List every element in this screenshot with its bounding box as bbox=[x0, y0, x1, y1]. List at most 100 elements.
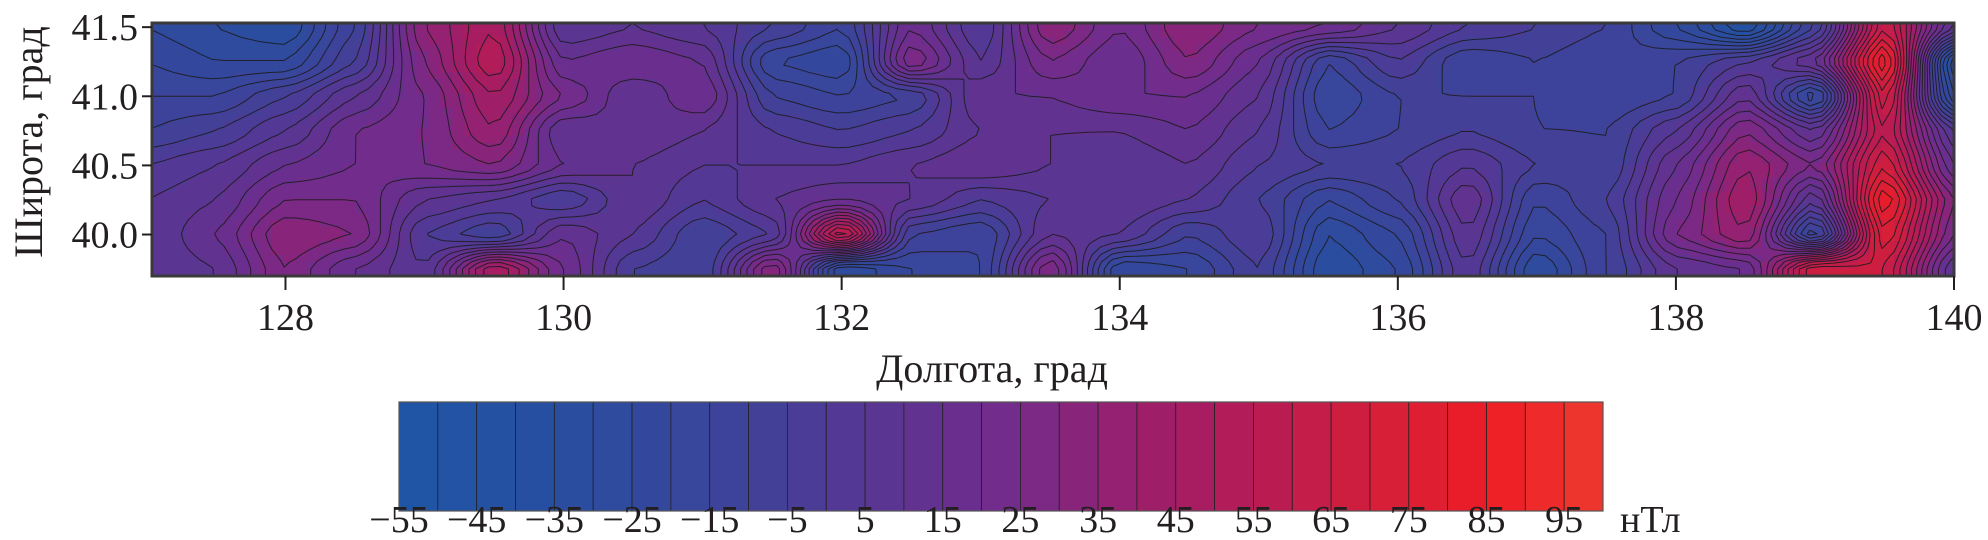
heatmap-cell bbox=[1197, 121, 1210, 130]
heatmap-cell bbox=[1497, 37, 1511, 45]
heatmap-cell bbox=[1809, 114, 1823, 122]
heatmap-cell bbox=[1377, 114, 1390, 122]
heatmap-cell bbox=[1425, 142, 1439, 151]
heatmap-cell bbox=[536, 93, 550, 101]
heatmap-cell bbox=[704, 107, 718, 115]
heatmap-cell bbox=[872, 149, 886, 158]
heatmap-cell bbox=[1941, 184, 1955, 193]
heatmap-cell bbox=[1257, 86, 1270, 94]
heatmap-cell bbox=[908, 198, 922, 207]
heatmap-cell bbox=[1197, 65, 1210, 73]
heatmap-cell bbox=[1028, 128, 1042, 137]
heatmap-cell bbox=[212, 58, 225, 66]
heatmap-cell bbox=[488, 198, 501, 207]
heatmap-cell bbox=[224, 163, 237, 172]
heatmap-cell bbox=[1209, 128, 1222, 137]
heatmap-cell bbox=[932, 37, 946, 45]
heatmap-cell bbox=[1473, 156, 1487, 165]
heatmap-cell bbox=[1257, 114, 1270, 122]
heatmap-cell bbox=[956, 51, 970, 59]
heatmap-cell bbox=[1425, 37, 1439, 45]
heatmap-cell bbox=[1773, 226, 1787, 235]
heatmap-cell bbox=[308, 58, 321, 66]
heatmap-cell bbox=[1665, 114, 1679, 122]
heatmap-cell bbox=[1401, 93, 1414, 101]
heatmap-cell bbox=[692, 205, 706, 214]
heatmap-cell bbox=[584, 163, 598, 172]
heatmap-cell bbox=[560, 93, 574, 101]
heatmap-cell bbox=[476, 128, 489, 137]
heatmap-cell bbox=[152, 198, 165, 207]
heatmap-cell bbox=[620, 93, 634, 101]
heatmap-cell bbox=[1617, 149, 1631, 158]
heatmap-cell bbox=[1593, 191, 1607, 200]
heatmap-cell bbox=[1473, 114, 1487, 122]
heatmap-cell bbox=[1881, 128, 1895, 137]
heatmap-cell bbox=[932, 107, 946, 115]
heatmap-cell bbox=[1869, 65, 1883, 73]
heatmap-cell bbox=[1737, 51, 1751, 59]
heatmap-cell bbox=[1341, 149, 1354, 158]
heatmap-cell bbox=[1929, 226, 1943, 235]
heatmap-cell bbox=[1353, 121, 1366, 130]
heatmap-cell bbox=[1773, 205, 1787, 214]
heatmap-cell bbox=[1040, 86, 1054, 94]
heatmap-cell bbox=[1677, 156, 1691, 165]
heatmap-cell bbox=[1197, 107, 1210, 115]
heatmap-cell bbox=[1437, 156, 1451, 165]
heatmap-cell bbox=[1425, 114, 1439, 122]
heatmap-cell bbox=[788, 198, 802, 207]
heatmap-cell bbox=[1040, 128, 1054, 137]
heatmap-cell bbox=[1725, 184, 1739, 193]
heatmap-cell bbox=[416, 212, 429, 221]
heatmap-cell bbox=[1461, 51, 1475, 59]
heatmap-cell bbox=[524, 86, 538, 94]
heatmap-cell bbox=[860, 163, 874, 172]
heatmap-cell bbox=[716, 51, 730, 59]
heatmap-cell bbox=[776, 156, 790, 165]
heatmap-cell bbox=[1641, 121, 1655, 130]
heatmap-cell bbox=[296, 30, 309, 38]
heatmap-cell bbox=[872, 205, 886, 214]
heatmap-cell bbox=[1329, 128, 1342, 137]
heatmap-cell bbox=[908, 156, 922, 165]
heatmap-cell bbox=[1245, 114, 1258, 122]
heatmap-cell bbox=[176, 198, 189, 207]
heatmap-cell bbox=[716, 128, 730, 137]
heatmap-cell bbox=[1629, 177, 1643, 186]
heatmap-cell bbox=[632, 37, 646, 45]
heatmap-cell bbox=[656, 30, 670, 38]
heatmap-cell bbox=[824, 128, 838, 137]
heatmap-cell bbox=[1917, 93, 1931, 101]
heatmap-cell bbox=[152, 114, 165, 122]
heatmap-cell bbox=[212, 37, 225, 45]
heatmap-cell bbox=[1065, 198, 1078, 207]
heatmap-cell bbox=[680, 254, 694, 263]
heatmap-cell bbox=[1413, 170, 1427, 179]
heatmap-cell bbox=[1040, 72, 1054, 80]
heatmap-cell bbox=[1257, 156, 1270, 165]
heatmap-cell bbox=[428, 100, 441, 108]
heatmap-cell bbox=[224, 212, 237, 221]
heatmap-cell bbox=[1413, 226, 1427, 235]
heatmap-cell bbox=[1245, 121, 1258, 130]
heatmap-cell bbox=[1233, 58, 1246, 66]
heatmap-cell bbox=[368, 163, 381, 172]
heatmap-cell bbox=[860, 100, 874, 108]
heatmap-cell bbox=[980, 219, 994, 228]
heatmap-cell bbox=[1089, 100, 1102, 108]
heatmap-cell bbox=[1677, 198, 1691, 207]
heatmap-cell bbox=[596, 198, 610, 207]
heatmap-cell bbox=[1425, 93, 1439, 101]
heatmap-cell bbox=[560, 177, 574, 186]
heatmap-cell bbox=[1317, 121, 1330, 130]
heatmap-cell bbox=[1701, 149, 1715, 158]
heatmap-cell bbox=[560, 100, 574, 108]
heatmap-cell bbox=[1869, 23, 1883, 31]
heatmap-cell bbox=[356, 163, 369, 172]
heatmap-cell bbox=[1209, 37, 1222, 45]
heatmap-cell bbox=[1749, 30, 1763, 38]
heatmap-cell bbox=[308, 142, 321, 151]
heatmap-cell bbox=[596, 219, 610, 228]
heatmap-cell bbox=[644, 163, 658, 172]
